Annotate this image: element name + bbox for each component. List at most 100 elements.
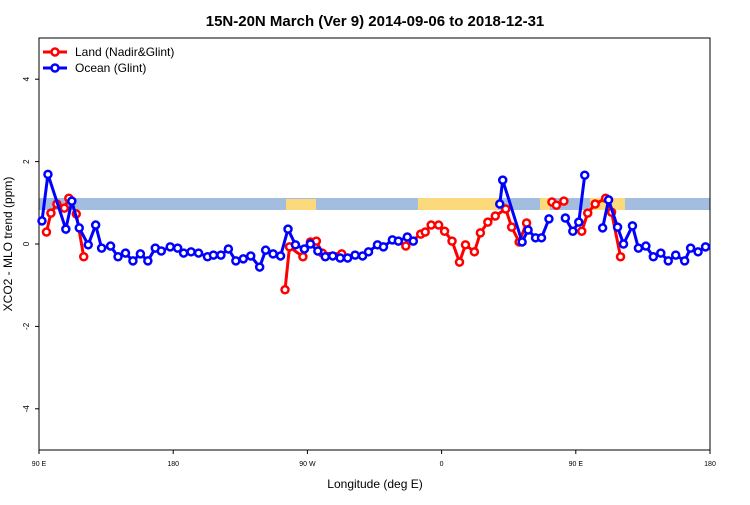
data-point bbox=[469, 247, 480, 257]
data-point bbox=[633, 243, 644, 253]
x-tick-label: 0 bbox=[440, 461, 444, 468]
legend-label: Land (Nadir&Glint) bbox=[75, 45, 174, 59]
data-point bbox=[275, 251, 286, 261]
data-point bbox=[335, 253, 345, 263]
data-point bbox=[260, 245, 271, 255]
data-point bbox=[490, 211, 501, 221]
data-point bbox=[401, 241, 411, 251]
data-point bbox=[590, 199, 600, 209]
data-point bbox=[475, 228, 486, 238]
data-point bbox=[568, 226, 578, 236]
data-point bbox=[113, 252, 123, 262]
data-point bbox=[143, 256, 153, 266]
y-tick-label: -2 bbox=[22, 322, 31, 330]
data-point bbox=[447, 236, 457, 246]
y-axis-label: XCO2 - MLO trend (ppm) bbox=[1, 177, 15, 312]
data-point bbox=[120, 248, 131, 258]
data-point bbox=[627, 221, 638, 231]
legend: Land (Nadir&Glint) Ocean (Glint) bbox=[43, 45, 174, 75]
data-point bbox=[693, 247, 703, 257]
data-point bbox=[245, 251, 256, 261]
data-point bbox=[454, 257, 465, 267]
data-point bbox=[83, 240, 93, 250]
data-point bbox=[402, 232, 413, 242]
data-point bbox=[615, 252, 626, 262]
data-point bbox=[357, 251, 368, 261]
data-point bbox=[700, 242, 711, 252]
data-point bbox=[172, 243, 183, 253]
data-point bbox=[656, 248, 666, 258]
data-point bbox=[96, 243, 107, 253]
series bbox=[37, 169, 711, 272]
data-point bbox=[577, 226, 587, 236]
data-point bbox=[90, 220, 101, 230]
data-point bbox=[603, 195, 614, 205]
data-point bbox=[313, 246, 323, 256]
data-point bbox=[582, 208, 593, 218]
land-strip bbox=[540, 198, 550, 210]
data-point bbox=[74, 223, 85, 233]
data-point bbox=[78, 252, 89, 262]
data-point bbox=[663, 256, 673, 266]
data-point bbox=[327, 251, 338, 261]
data-point bbox=[165, 242, 175, 252]
data-point bbox=[216, 250, 226, 260]
data-point bbox=[186, 247, 196, 257]
data-point bbox=[574, 217, 584, 227]
data-point bbox=[320, 252, 331, 262]
legend-label: Ocean (Glint) bbox=[75, 61, 146, 75]
x-tick-label: 90 E bbox=[32, 461, 47, 468]
data-point bbox=[495, 199, 505, 209]
data-point bbox=[178, 248, 189, 258]
data-point bbox=[59, 203, 70, 213]
data-point bbox=[641, 241, 651, 251]
data-point bbox=[290, 240, 301, 250]
data-point bbox=[579, 170, 590, 180]
data-point bbox=[61, 224, 71, 234]
data-point bbox=[67, 196, 77, 206]
data-point bbox=[378, 242, 389, 252]
data-point bbox=[648, 252, 659, 262]
data-point bbox=[268, 249, 278, 259]
y-tick-label: 4 bbox=[22, 76, 31, 81]
data-point bbox=[517, 237, 527, 247]
x-tick-label: 180 bbox=[167, 461, 179, 468]
data-point bbox=[483, 217, 493, 227]
data-point bbox=[670, 250, 681, 260]
data-point bbox=[105, 241, 116, 251]
legend-marker bbox=[50, 47, 60, 57]
data-point bbox=[43, 169, 53, 180]
data-point bbox=[551, 200, 562, 211]
data-point bbox=[299, 244, 310, 254]
y-tick-label: 0 bbox=[22, 241, 31, 246]
data-point bbox=[679, 256, 690, 266]
data-point bbox=[223, 244, 234, 254]
data-point bbox=[439, 226, 450, 236]
data-point bbox=[254, 262, 265, 272]
y-tick-label: -4 bbox=[22, 405, 31, 413]
data-point bbox=[350, 250, 360, 260]
data-point bbox=[342, 253, 353, 263]
data-point bbox=[156, 246, 167, 256]
y-tick-label: 2 bbox=[22, 159, 31, 164]
data-point bbox=[231, 256, 241, 266]
data-point bbox=[305, 239, 316, 249]
chart-title: 15N-20N March (Ver 9) 2014-09-06 to 2018… bbox=[206, 13, 545, 30]
x-axis-label: Longitude (deg E) bbox=[327, 477, 422, 491]
data-point bbox=[208, 250, 219, 260]
data-point bbox=[420, 227, 430, 237]
data-point bbox=[523, 225, 533, 235]
data-point bbox=[363, 247, 374, 257]
data-point bbox=[544, 214, 554, 224]
data-point bbox=[393, 236, 404, 246]
data-point bbox=[560, 213, 571, 223]
data-point bbox=[433, 220, 444, 230]
data-point bbox=[497, 175, 508, 185]
data-point bbox=[238, 254, 249, 264]
data-point bbox=[283, 224, 293, 234]
data-point bbox=[597, 223, 608, 233]
data-point bbox=[618, 239, 629, 249]
data-point bbox=[426, 220, 436, 230]
land-strip bbox=[286, 199, 316, 210]
